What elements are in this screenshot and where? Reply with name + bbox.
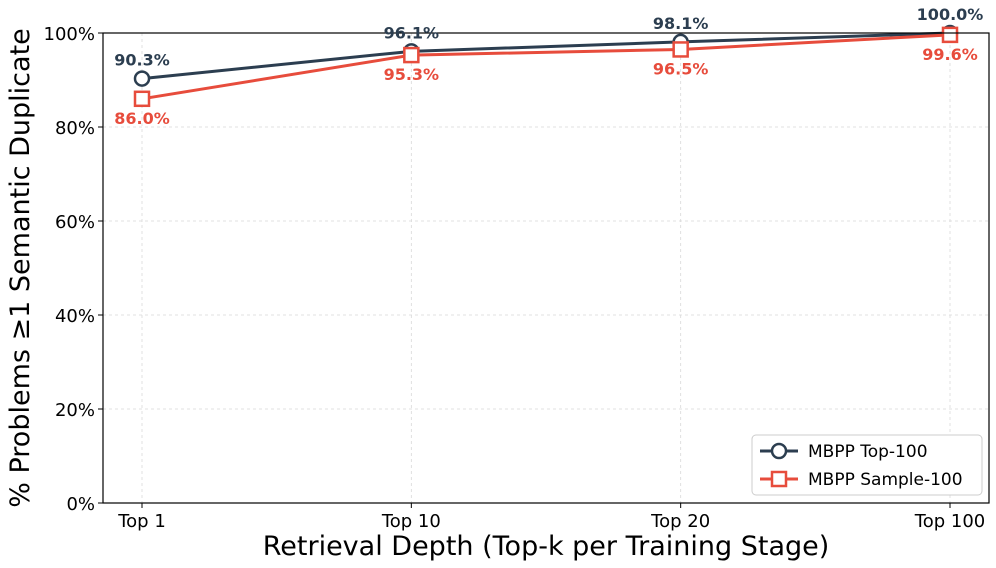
- data-label: 99.6%: [922, 45, 978, 64]
- y-tick-label: 20%: [55, 400, 95, 421]
- series-line: [141, 33, 951, 101]
- legend-marker: [770, 442, 788, 460]
- legend: MBPP Top-100 MBPP Sample-100: [751, 434, 983, 496]
- data-label: 98.1%: [653, 14, 709, 33]
- legend-marker: [770, 470, 788, 488]
- grid: [103, 32, 989, 504]
- y-axis-title: % Problems ≥1 Semantic Duplicate: [5, 28, 36, 508]
- data-label: 100.0%: [917, 5, 984, 24]
- legend-label: MBPP Top-100: [808, 442, 928, 462]
- data-label: 86.0%: [114, 109, 170, 128]
- data-point: [133, 90, 151, 108]
- y-tick-label: 40%: [55, 306, 95, 327]
- y-tick-label: 0%: [66, 494, 95, 515]
- x-tick-label: Top 1: [117, 511, 166, 532]
- data-point: [133, 70, 151, 87]
- data-label: 95.3%: [384, 65, 440, 84]
- x-tick-label: Top 10: [381, 511, 441, 532]
- axis-ticks: 0% 20% 40% 60% 80% 100% Top 1 Top 10 Top 20 Top 1…: [44, 24, 986, 532]
- x-tick-label: Top 20: [650, 511, 710, 532]
- data-label: 96.5%: [653, 59, 709, 78]
- data-label: 90.3%: [114, 51, 170, 70]
- plot-frame: [102, 32, 990, 504]
- data-labels: 90.3% 96.1% 98.1% 100.0% 86.0% 95.3% 96.5% 99.6…: [114, 5, 983, 128]
- data-point: [403, 46, 420, 64]
- y-tick-label: 100%: [44, 24, 95, 45]
- data-point: [672, 41, 689, 58]
- series-layer: [133, 24, 959, 108]
- data-point: [941, 26, 959, 44]
- x-tick-label: Top 100: [914, 511, 985, 532]
- x-axis-title: Retrieval Depth (Top-k per Training Stag…: [263, 531, 830, 562]
- data-label: 96.1%: [384, 23, 440, 42]
- y-tick-label: 60%: [55, 212, 95, 233]
- y-tick-label: 80%: [55, 118, 95, 139]
- legend-label: MBPP Sample-100: [808, 470, 963, 490]
- series-line: [141, 31, 951, 81]
- legend-box: [751, 434, 983, 496]
